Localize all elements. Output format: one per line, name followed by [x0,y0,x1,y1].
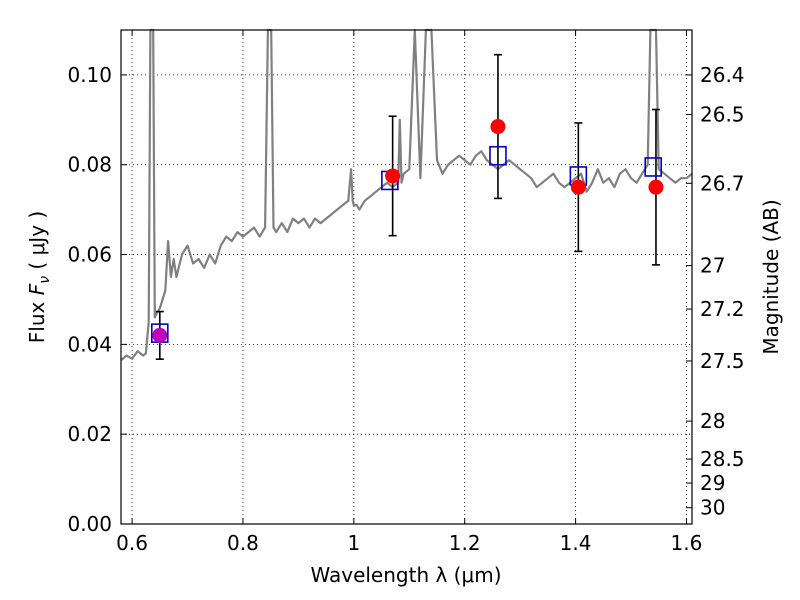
y-axis-title-subscript: ν [37,276,53,284]
y2-tick-label: 27.5 [700,349,745,373]
y-tick-label: 0.04 [67,332,112,356]
spectrum-line [120,28,693,361]
y-axis-title-symbol: F [25,283,49,295]
observed-point [490,119,506,135]
y-axis-title-prefix: Flux [25,295,49,343]
model-square-marker [644,157,662,177]
x-tick-label: 1 [347,531,360,555]
y2-tick-label: 26.4 [700,63,745,87]
plot-frame [120,29,693,525]
y2-tick-label: 26.7 [700,171,745,195]
grid [121,30,692,525]
y2-tick-label: 27.2 [700,297,745,321]
x-tick-label: 1.4 [560,531,592,555]
secondary-y-axis-title: Magnitude (AB) [759,199,783,354]
model-square-marker [489,145,507,166]
y2-tick-label: 28 [700,409,725,433]
spectrum-layer [120,28,693,361]
ticks: 0.6 0.8 1 1.2 1.4 1.6 0.00 0.02 0.04 0.06 0.08 0.10… [67,30,745,555]
y2-tick-label: 27 [700,254,725,278]
y-tick-label: 0.06 [67,243,112,267]
y2-tick-label: 29 [700,471,725,495]
y-tick-label: 0.10 [67,63,112,87]
marker-layer [151,119,664,343]
observed-point [152,327,168,343]
observed-point [570,179,586,195]
y-tick-label: 0.02 [67,422,112,446]
y-tick-label: 0.00 [67,512,112,536]
y-axis-title-suffix: ( μJy ) [25,211,49,276]
x-tick-label: 0.8 [227,531,259,555]
y2-tick-label: 28.5 [700,447,745,471]
observed-point [648,179,664,195]
x-tick-label: 0.6 [116,531,148,555]
y-axis-title: Flux Fν ( μJy ) [25,211,53,343]
y2-tick-label: 30 [700,496,725,520]
y-tick-label: 0.08 [67,153,112,177]
x-tick-label: 1.2 [449,531,481,555]
observed-point [385,168,401,184]
x-tick-label: 1.6 [671,531,703,555]
y2-tick-label: 26.5 [700,102,745,126]
x-axis-title: Wavelength λ (μm) [310,563,501,587]
errorbar-layer [155,53,660,360]
